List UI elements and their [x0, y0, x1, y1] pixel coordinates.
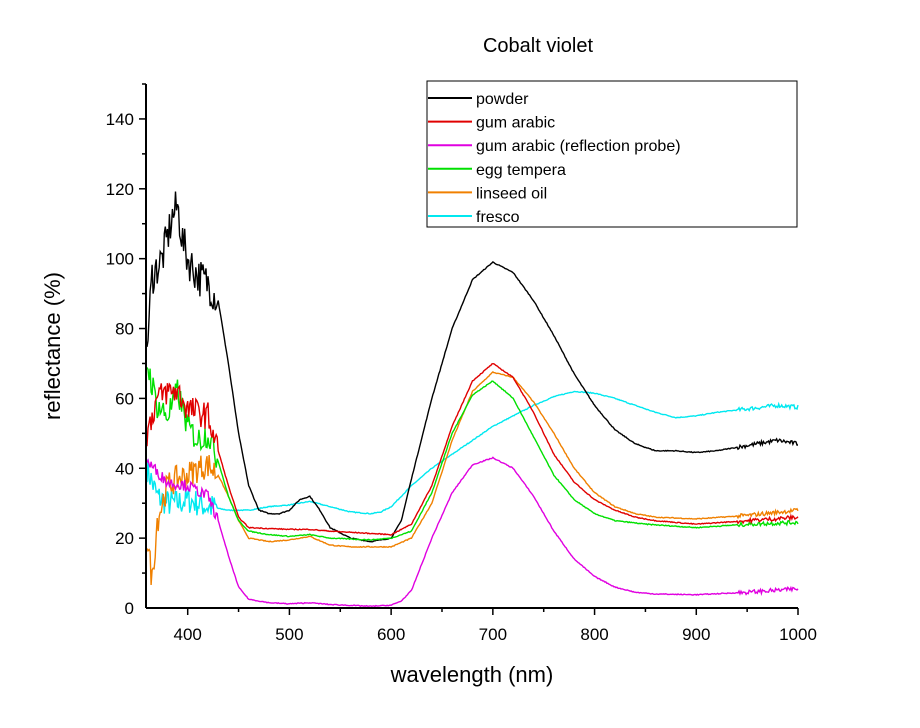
y-tick-label: 140: [106, 110, 134, 129]
legend-label: gum arabic: [476, 115, 555, 132]
series-line-powder: [146, 191, 798, 543]
legend-label: linseed oil: [476, 185, 547, 202]
legend: powder gum arabic gum arabic (reflection p…: [426, 80, 798, 228]
x-tick-label: 700: [479, 625, 507, 644]
y-tick-label: 100: [106, 250, 134, 269]
series-line-egg-tempera: [146, 367, 799, 541]
legend-label: gum arabic (reflection probe): [476, 138, 681, 155]
y-axis-label: reflectance (%): [40, 272, 65, 420]
y-tick-label: 80: [115, 320, 134, 339]
series-line-linseed-oil: [146, 370, 799, 586]
x-tick-label: 500: [275, 625, 303, 644]
x-tick-label: 900: [682, 625, 710, 644]
legend-label: powder: [476, 91, 529, 108]
x-axis-label: wavelength (nm): [390, 662, 554, 687]
legend-label: fresco: [476, 209, 520, 226]
x-tick-label: 1000: [779, 625, 817, 644]
x-tick-label: 600: [377, 625, 405, 644]
series-line-gum-arabic-reflection-probe-: [146, 456, 799, 608]
x-tick-label: 800: [580, 625, 608, 644]
axes: 0 20 40 60 80 100 120 140 400 500 600 700 800 900 1000: [106, 83, 817, 644]
plot-series: [146, 191, 799, 608]
y-tick-label: 0: [125, 599, 134, 618]
y-tick-label: 120: [106, 180, 134, 199]
legend-box: [426, 80, 798, 228]
chart-title: Cobalt violet: [483, 35, 594, 57]
y-tick-label: 40: [115, 459, 134, 478]
legend-label: egg tempera: [476, 162, 566, 179]
x-tick-label: 400: [174, 625, 202, 644]
series-line-fresco: [146, 390, 799, 516]
y-tick-label: 60: [115, 389, 134, 408]
y-tick-label: 20: [115, 529, 134, 548]
series-line-gum-arabic: [146, 362, 799, 536]
